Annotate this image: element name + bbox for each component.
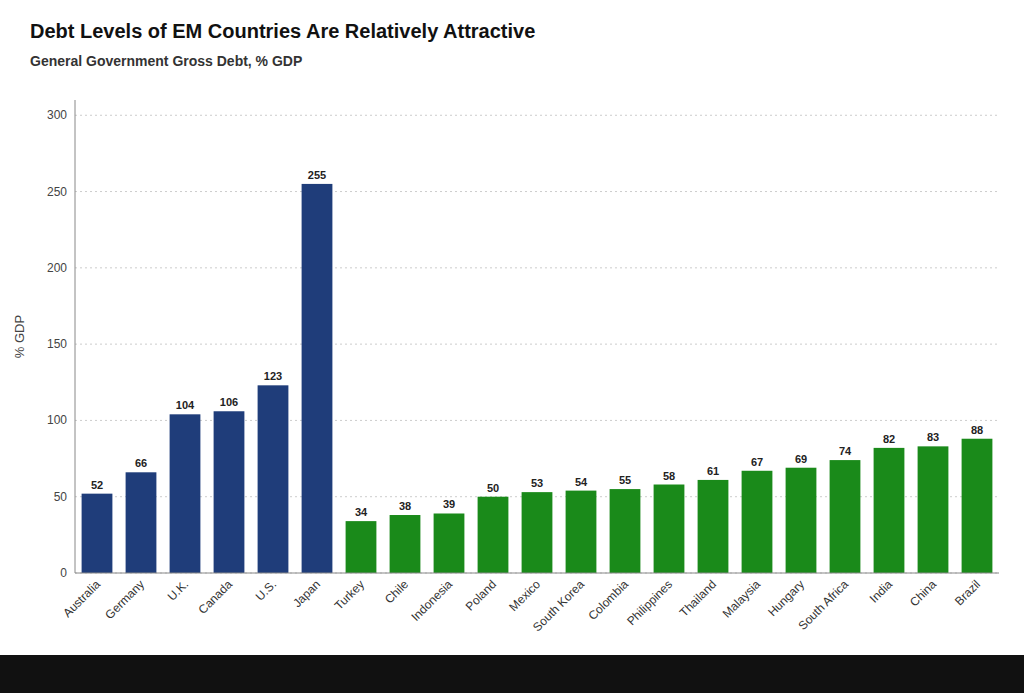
bar <box>962 439 993 573</box>
x-tick-label: Canada <box>195 577 235 617</box>
x-tick-label: Brazil <box>952 577 983 608</box>
data-label: 34 <box>355 506 368 518</box>
bar <box>698 480 729 573</box>
grid-line <box>75 344 999 345</box>
bar <box>258 385 289 573</box>
data-label: 53 <box>531 477 543 489</box>
bar <box>82 494 113 573</box>
bar <box>610 489 641 573</box>
y-axis: 0 50 100 150 200 250 300 <box>47 100 999 580</box>
bars <box>82 184 993 573</box>
x-tick-label: U.K. <box>165 577 191 603</box>
x-tick-label: Philippines <box>624 577 675 628</box>
bar <box>302 184 333 573</box>
data-label: 54 <box>575 476 588 488</box>
x-tick-label: India <box>867 577 896 606</box>
bar <box>918 446 949 573</box>
chart-container: Debt Levels of EM Countries Are Relative… <box>0 0 1024 693</box>
bar <box>214 411 245 573</box>
data-label: 39 <box>443 498 455 510</box>
data-label: 104 <box>176 399 195 411</box>
y-tick-label: 250 <box>47 185 67 199</box>
data-label: 38 <box>399 500 411 512</box>
y-axis-line <box>75 100 76 573</box>
x-tick-label: Thailand <box>677 577 719 619</box>
data-label: 67 <box>751 456 763 468</box>
x-tick-label: Mexico <box>506 577 543 614</box>
chart: Debt Levels of EM Countries Are Relative… <box>0 0 1024 693</box>
x-tick-label: China <box>907 577 939 609</box>
data-label: 52 <box>91 479 103 491</box>
data-label: 55 <box>619 474 631 486</box>
grid-line <box>75 191 999 192</box>
subtitle: General Government Gross Debt, % GDP <box>30 53 302 69</box>
y-tick-label: 50 <box>54 490 68 504</box>
y-axis-label: % GDP <box>12 315 27 358</box>
y-tick-label: 150 <box>47 337 67 351</box>
data-label: 83 <box>927 431 939 443</box>
data-label: 123 <box>264 370 282 382</box>
x-axis: AustraliaGermany U.K.Canada U.S. Japan Turke… <box>60 573 999 634</box>
bar <box>566 491 597 573</box>
bar <box>346 521 377 573</box>
x-tick-label: South Africa <box>795 577 851 633</box>
data-label: 61 <box>707 465 719 477</box>
bar <box>522 492 553 573</box>
data-label: 50 <box>487 482 499 494</box>
bar <box>830 460 861 573</box>
data-label: 88 <box>971 424 983 436</box>
bar <box>874 448 905 573</box>
y-tick-label: 300 <box>47 108 67 122</box>
x-axis-line <box>75 573 999 574</box>
y-tick-label: 100 <box>47 413 67 427</box>
bar <box>390 515 421 573</box>
x-tick-label: South Korea <box>530 577 587 634</box>
data-label: 69 <box>795 453 807 465</box>
data-label: 58 <box>663 470 675 482</box>
x-tick-label: Poland <box>463 577 499 613</box>
data-label: 66 <box>135 457 147 469</box>
x-tick-label: Japan <box>290 577 323 610</box>
grid-line <box>75 115 999 116</box>
bar <box>786 468 817 573</box>
bar <box>434 513 465 573</box>
bar <box>742 471 773 573</box>
data-label: 255 <box>308 169 326 181</box>
grid-line <box>75 267 999 268</box>
bar <box>478 497 509 573</box>
bar <box>170 414 201 573</box>
x-tick-label: Malaysia <box>720 577 764 621</box>
bar <box>654 485 685 573</box>
y-tick-label: 200 <box>47 261 67 275</box>
x-tick-label: Germany <box>102 577 147 622</box>
x-tick-label: Indonesia <box>408 577 455 624</box>
x-tick-label: Australia <box>60 577 103 620</box>
x-tick-label: Colombia <box>585 577 631 623</box>
data-label: 82 <box>883 433 895 445</box>
x-tick-label: Hungary <box>765 577 807 619</box>
footer-bar <box>0 655 1024 693</box>
data-label: 106 <box>220 396 238 408</box>
grid-line <box>75 573 999 574</box>
bar <box>126 472 157 573</box>
x-tick-label: U.S. <box>253 577 279 603</box>
data-label: 74 <box>839 445 852 457</box>
x-tick-label: Chile <box>382 577 411 606</box>
y-tick-label: 0 <box>60 566 67 580</box>
title: Debt Levels of EM Countries Are Relative… <box>30 20 535 42</box>
data-labels: 52 66 104 106 123 255 34 38 39 50 53 54 55 58 61 67 69 74… <box>91 169 983 518</box>
x-tick-label: Turkey <box>332 577 368 613</box>
